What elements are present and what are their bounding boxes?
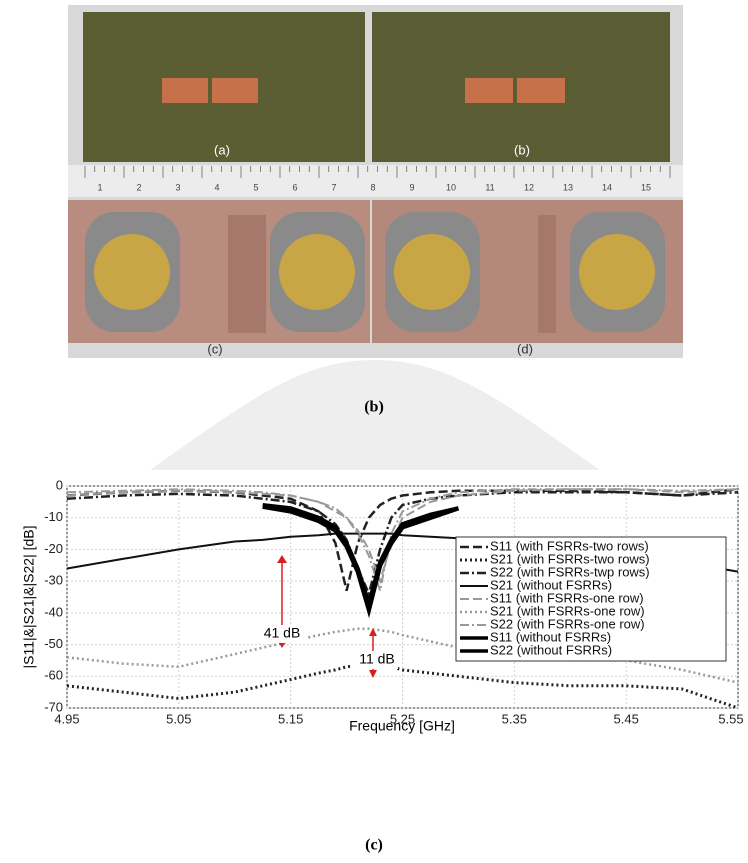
y-axis-label: |S11|&|S21|&|S22| [dB] [21,526,37,669]
photo-label: (b) [514,142,530,157]
ruler-number: 2 [136,182,141,192]
ruler-number: 9 [409,182,414,192]
connector [579,234,655,310]
legend-label: S22 (without FSRRs) [490,642,612,657]
x-tick-label: 5.45 [614,711,639,726]
ruler-number: 3 [175,182,180,192]
connector [394,234,470,310]
annotation: 41 dB [264,625,301,641]
ruler-number: 7 [331,182,336,192]
x-tick-label: 5.15 [278,711,303,726]
annotation: 11 dB [359,651,395,667]
y-tick-label: -40 [44,604,63,619]
y-tick-label: -20 [44,541,63,556]
fsrr-row [538,215,556,333]
ruler-number: 1 [97,182,102,192]
ruler-number: 11 [485,182,494,192]
y-tick-label: -60 [44,668,63,683]
ruler-number: 12 [524,182,534,192]
caption: (c) [365,837,383,854]
ruler-number: 15 [641,182,651,192]
y-tick-label: -30 [44,573,63,588]
photo-label: (c) [207,341,222,356]
figure-page: (a) (b) (c) (d) 123456789101112131415 (b… [0,0,748,858]
connector [94,234,170,310]
pad [162,78,208,103]
x-tick-label: 5.55 [718,711,743,726]
photo-label: (d) [517,341,533,356]
pad [212,78,258,103]
ruler-number: 5 [253,182,258,192]
y-tick-label: -50 [44,636,63,651]
ruler-number: 8 [370,182,375,192]
ruler-number: 4 [214,182,219,192]
pad [517,78,565,103]
y-tick-label: 0 [56,477,63,492]
y-tick-label: -10 [44,509,63,524]
ruler-number: 13 [563,182,573,192]
ruler-number: 6 [292,182,297,192]
x-tick-label: 4.95 [54,711,79,726]
ruler-number: 10 [446,182,456,192]
x-tick-label: 5.35 [502,711,527,726]
photo-label: (a) [214,142,230,157]
x-axis-label: Frequency [GHz] [349,718,455,734]
x-tick-label: 5.05 [166,711,191,726]
connector [279,234,355,310]
caption: (b) [364,399,384,416]
ruler-number: 14 [602,182,612,192]
pad [465,78,513,103]
fsrr-rows [228,215,266,333]
